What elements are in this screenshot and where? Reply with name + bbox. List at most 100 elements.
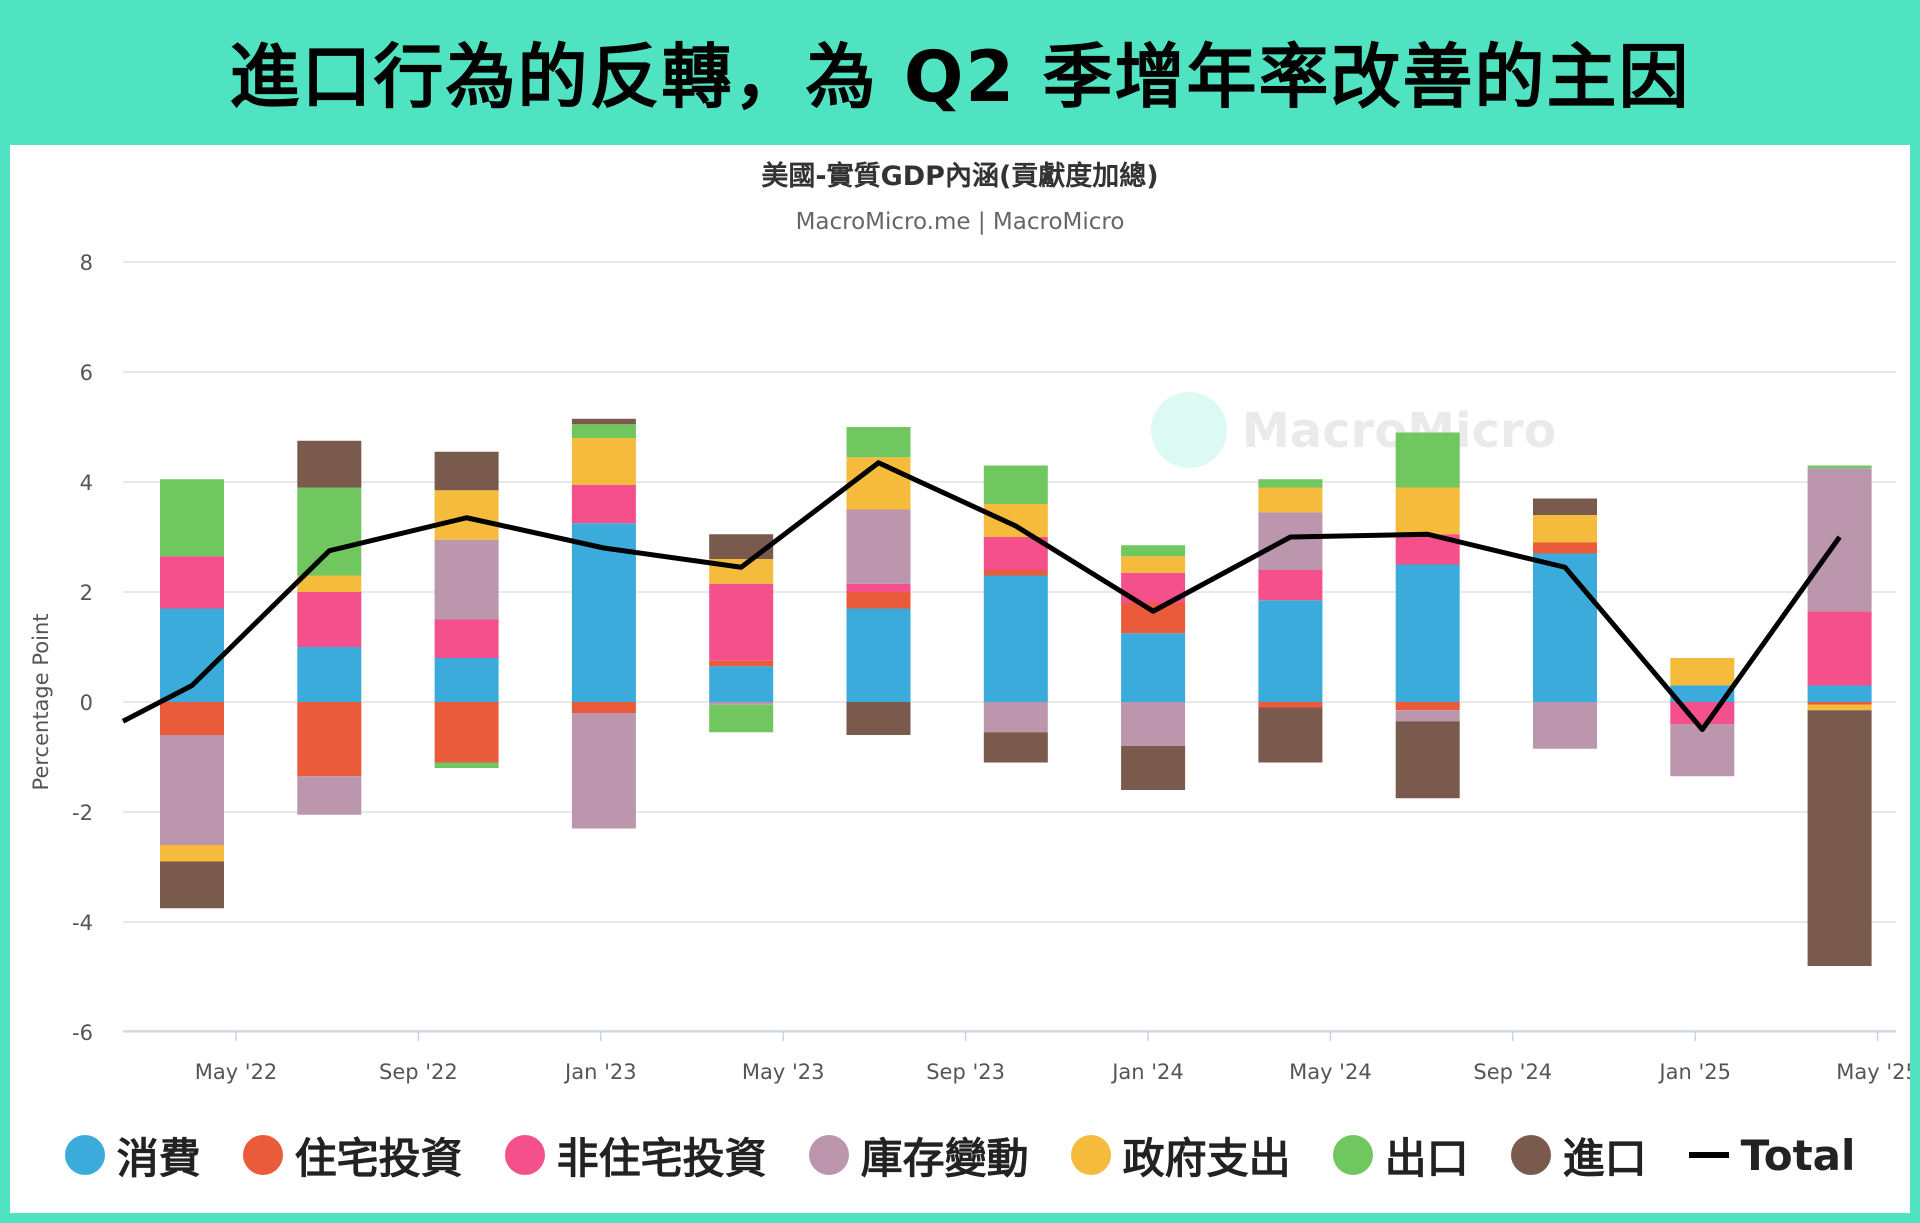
legend-item[interactable]: 消費 [64, 1125, 201, 1186]
legend-swatch-icon [808, 1135, 849, 1175]
bar-segment-庫存變動 [1121, 702, 1186, 746]
bar-segment-消費 [846, 608, 911, 702]
gdp-contribution-chart: 美國-實質GDP內涵(貢獻度加總) MacroMicro.me | MacroMi… [29, 160, 1910, 1084]
x-tick-label: Sep '23 [926, 1060, 1005, 1084]
bar-segment-進口 [1395, 721, 1460, 799]
x-tick-label: Sep '22 [379, 1060, 458, 1084]
legend-label: 消費 [116, 1133, 201, 1183]
bar-segment-非住宅投資 [709, 583, 774, 661]
x-tick-label: May '25 [1836, 1060, 1910, 1084]
bar-segment-出口 [571, 424, 636, 438]
bar-segment-庫存變動 [983, 702, 1048, 733]
y-axis-label: Percentage Point [29, 614, 53, 791]
legend-item[interactable]: Total [1688, 1131, 1855, 1180]
legend-item[interactable]: 非住宅投資 [504, 1125, 767, 1186]
bar-segment-出口 [160, 479, 224, 557]
bar-segment-住宅投資 [846, 592, 911, 609]
x-tick-label: Jan '24 [1110, 1060, 1184, 1084]
chart-subtitle: MacroMicro.me | MacroMicro [796, 209, 1125, 235]
bar-segment-出口 [434, 762, 499, 768]
bar-segment-進口 [846, 702, 911, 735]
bar-segment-出口 [983, 465, 1048, 504]
bar-segment-政府支出 [1121, 556, 1186, 573]
bar-segment-庫存變動 [1395, 710, 1460, 722]
bar-segment-住宅投資 [983, 570, 1048, 576]
x-tick-label: Jan '25 [1657, 1060, 1731, 1084]
bar-segment-消費 [1121, 633, 1186, 702]
legend-swatch-icon [64, 1135, 105, 1175]
bar-segment-政府支出 [846, 457, 911, 510]
bar-segment-非住宅投資 [297, 592, 362, 647]
x-tick-label: May '23 [742, 1060, 825, 1084]
bar-segment-政府支出 [434, 490, 499, 540]
bar-segment-庫存變動 [571, 713, 636, 829]
legend-swatch-icon [504, 1135, 545, 1175]
legend-label: 庫存變動 [860, 1133, 1029, 1183]
y-tick-label: 4 [80, 471, 93, 495]
bar-segment-住宅投資 [1533, 542, 1597, 554]
y-tick-label: 0 [80, 691, 93, 715]
legend-label: 政府支出 [1122, 1133, 1291, 1183]
legend-swatch-icon [1510, 1135, 1551, 1175]
bar-segment-進口 [1258, 707, 1323, 763]
bar-segment-庫存變動 [434, 539, 499, 620]
chart-legend: 消費 住宅投資 非住宅投資 庫存變動 政府支出 出口 進口 Total [0, 1120, 1920, 1190]
legend-item[interactable]: 庫存變動 [808, 1125, 1029, 1186]
headline: 進口行為的反轉，為 Q2 季增年率改善的主因 [229, 35, 1691, 118]
bar-segment-出口 [1395, 432, 1460, 488]
bar-segment-庫存變動 [1670, 724, 1735, 777]
bar-segment-政府支出 [297, 575, 362, 592]
chart-panel: 美國-實質GDP內涵(貢獻度加總) MacroMicro.me | MacroMi… [10, 145, 1910, 1213]
watermark-logo-icon [1151, 392, 1227, 468]
x-tick-label: Jan '23 [563, 1060, 637, 1084]
bar-segment-非住宅投資 [846, 583, 911, 592]
bar-segment-政府支出 [1258, 487, 1323, 513]
bar-segment-消費 [1258, 600, 1323, 702]
bar-segment-進口 [983, 732, 1048, 763]
bar-segment-非住宅投資 [160, 556, 224, 609]
bar-segment-政府支出 [983, 504, 1048, 537]
total-line [121, 460, 1842, 732]
bar-segment-非住宅投資 [434, 619, 499, 658]
bar-segment-庫存變動 [709, 702, 774, 705]
y-tick-label: 8 [80, 251, 93, 275]
bar-segment-住宅投資 [160, 702, 224, 735]
legend-item[interactable]: 出口 [1332, 1125, 1469, 1186]
bar-segment-進口 [571, 418, 636, 425]
chart-title: 美國-實質GDP內涵(貢獻度加總) [761, 160, 1158, 192]
legend-item[interactable]: 政府支出 [1070, 1125, 1291, 1186]
legend-item[interactable]: 進口 [1510, 1125, 1647, 1186]
bar-segment-消費 [297, 647, 362, 702]
bar-segment-庫存變動 [160, 735, 224, 845]
y-tick-label: -6 [72, 1021, 93, 1045]
bar-segment-進口 [297, 440, 362, 488]
bar-segment-住宅投資 [1807, 702, 1872, 705]
y-tick-label: -4 [72, 911, 93, 935]
bar-segment-消費 [709, 666, 774, 702]
bar-segment-消費 [1670, 685, 1735, 702]
bar-segment-住宅投資 [1395, 702, 1460, 711]
bar-segment-政府支出 [571, 438, 636, 485]
bar-segment-庫存變動 [1258, 512, 1323, 570]
bar-segment-進口 [1121, 746, 1186, 790]
bar-segment-非住宅投資 [983, 537, 1048, 570]
x-tick-label: May '24 [1289, 1060, 1372, 1084]
legend-label: 非住宅投資 [556, 1133, 767, 1183]
bar-segment-消費 [1395, 564, 1460, 702]
legend-label: 出口 [1384, 1133, 1469, 1183]
bar-segment-進口 [160, 861, 224, 909]
bar-segment-政府支出 [160, 845, 224, 862]
y-tick-label: 6 [80, 361, 93, 385]
bar-segment-庫存變動 [846, 509, 911, 584]
x-tick-label: May '22 [195, 1060, 278, 1084]
legend-label: 住宅投資 [294, 1133, 463, 1183]
legend-item[interactable]: 住宅投資 [242, 1125, 463, 1186]
bar-segment-進口 [434, 451, 499, 491]
bar-segment-出口 [846, 427, 911, 458]
bar-segment-非住宅投資 [571, 484, 636, 524]
bar-segment-住宅投資 [1121, 603, 1186, 634]
legend-label: 進口 [1562, 1133, 1647, 1183]
x-tick-label: Sep '24 [1473, 1060, 1552, 1084]
bar-segment-進口 [709, 534, 774, 559]
